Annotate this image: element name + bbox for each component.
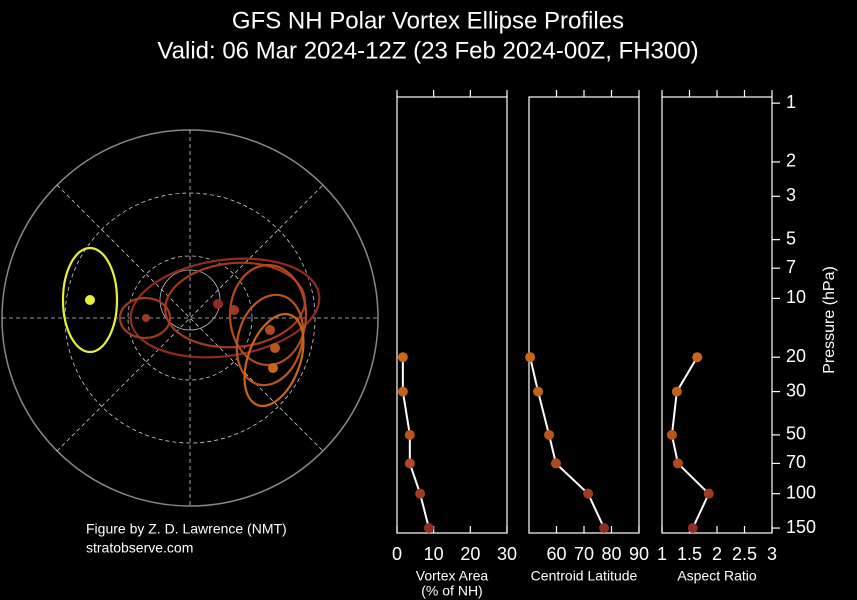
x-tick-label: 10 [424,544,444,564]
y-tick-label: 20 [786,346,806,366]
profile-point [533,386,544,397]
y-tick-label: 2 [786,151,796,171]
y-tick-label: 30 [786,380,806,400]
profile-point [544,429,555,440]
x-tick-label: 80 [601,544,621,564]
y-tick-label: 7 [786,257,796,277]
profile-point [671,386,682,397]
profile-point [583,488,594,499]
polar-map [1,129,379,507]
profile-point [703,488,714,499]
profile-point [672,458,683,469]
x-tick-label: 90 [629,544,649,564]
x-tick-label: 30 [497,544,517,564]
y-tick-label: 3 [786,185,796,205]
x-axis-label: Vortex Area [416,568,489,584]
chart-title: GFS NH Polar Vortex Ellipse Profiles [232,7,624,34]
chart-subtitle: Valid: 06 Mar 2024-12Z (23 Feb 2024-00Z,… [157,37,698,64]
site: stratobserve.com [86,540,193,556]
profile-point [599,523,610,534]
profile-point [692,352,703,363]
profile-point [404,458,415,469]
x-tick-label: 2.5 [732,544,757,564]
y-axis-label: Pressure (hPa) [821,266,838,374]
y-tick-label: 150 [786,517,816,537]
x-axis-label: (% of NH) [421,583,482,599]
vortex-centroids [85,295,280,373]
profile-point [404,429,415,440]
profile-point [397,352,408,363]
profile-point [525,352,536,363]
x-axis-label: Aspect Ratio [677,568,757,584]
profile-line [670,356,710,529]
x-tick-label: 20 [460,544,480,564]
profile-point [666,429,677,440]
profile-line [529,356,605,529]
y-tick-label: 70 [786,452,806,472]
x-tick-label: 60 [546,544,566,564]
profile-point [550,458,561,469]
x-tick-label: 70 [574,544,594,564]
panel-frame [528,96,640,534]
x-tick-label: 2 [712,544,722,564]
x-axis-label: Centroid Latitude [531,568,638,584]
profile-point [687,523,698,534]
x-tick-label: 0 [392,544,402,564]
panel-frame [396,96,508,534]
y-tick-label: 10 [786,287,806,307]
y-tick-label: 100 [786,482,816,502]
y-tick-label: 50 [786,424,806,444]
x-tick-label: 1.5 [677,544,702,564]
profile-point [423,523,434,534]
x-tick-label: 1 [657,544,667,564]
profile-point [397,386,408,397]
credit: Figure by Z. D. Lawrence (NMT) [86,521,287,537]
vortex-ellipses [61,246,321,408]
profile-line [401,357,430,529]
y-tick-label: 5 [786,228,796,248]
y-tick-label: 1 [786,92,796,112]
map-grid [2,130,378,506]
x-tick-label: 3 [767,544,777,564]
profile-point [415,488,426,499]
